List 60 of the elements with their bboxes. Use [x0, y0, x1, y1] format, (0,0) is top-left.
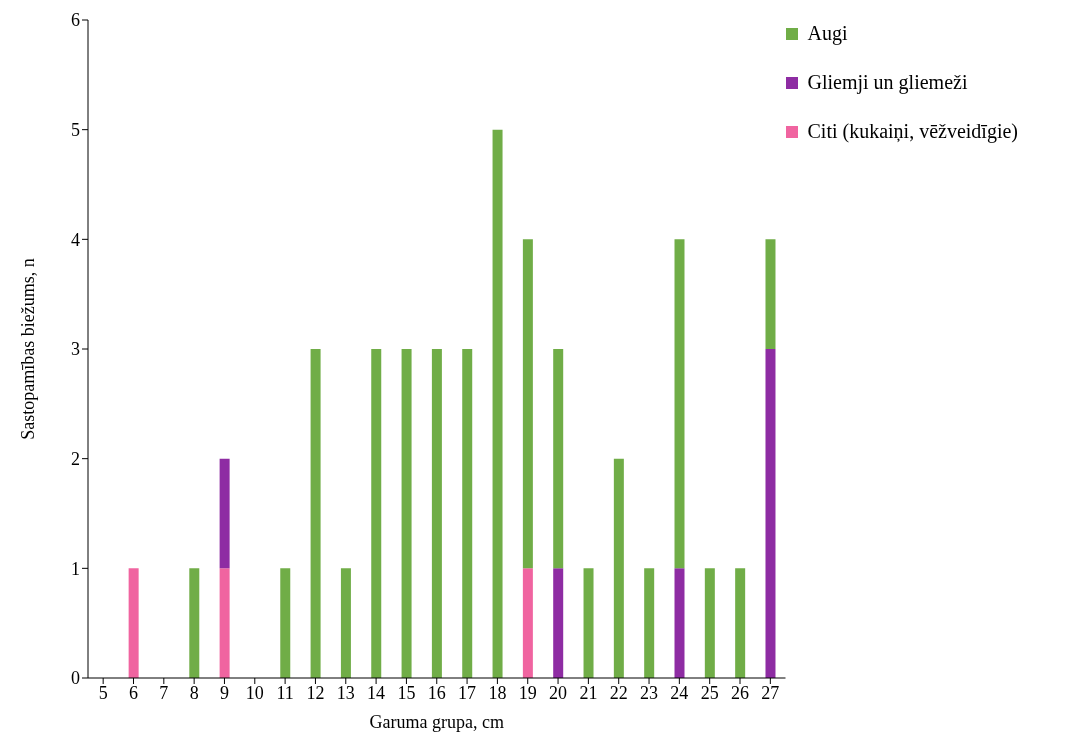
x-tick-label: 8	[189, 682, 199, 703]
x-tick-label: 24	[670, 682, 689, 703]
bar	[522, 568, 533, 678]
y-axis-title: Sastopamības biežums, n	[18, 258, 39, 440]
bar	[613, 458, 624, 678]
x-tick-label: 21	[579, 682, 598, 703]
bar	[674, 568, 685, 678]
x-tick-label: 18	[488, 682, 507, 703]
bar	[371, 349, 382, 678]
x-tick-label: 14	[367, 682, 386, 703]
bar	[492, 129, 503, 678]
x-tick-label: 26	[731, 682, 750, 703]
y-tick-label: 5	[71, 120, 80, 141]
bar	[644, 568, 655, 678]
x-tick-label: 22	[609, 682, 628, 703]
x-tick-label: 16	[427, 682, 446, 703]
y-tick-label: 2	[71, 449, 80, 470]
x-tick-label: 10	[245, 682, 264, 703]
y-tick-label: 3	[71, 339, 80, 360]
x-tick-label: 27	[761, 682, 780, 703]
y-tick-label: 6	[71, 10, 80, 31]
y-tick-label: 0	[71, 668, 80, 689]
x-tick-label: 19	[518, 682, 537, 703]
bar	[219, 568, 230, 678]
legend-label: Citi (kukaiņi, vēžveidīgie)	[807, 120, 1018, 143]
x-tick-label: 23	[640, 682, 659, 703]
bar	[128, 568, 139, 678]
bar	[765, 239, 776, 349]
y-tick-label: 1	[71, 558, 80, 579]
x-tick-label: 20	[549, 682, 568, 703]
x-tick-label: 9	[219, 682, 229, 703]
x-tick-label: 7	[159, 682, 169, 703]
bar	[310, 349, 321, 678]
bar	[704, 568, 715, 678]
bar	[674, 239, 685, 569]
x-tick-label: 25	[700, 682, 719, 703]
x-tick-label: 6	[128, 682, 138, 703]
bar	[401, 349, 412, 678]
x-tick-label: 13	[336, 682, 355, 703]
bar	[583, 568, 594, 678]
x-axis-title: Garuma grupa, cm	[369, 712, 504, 732]
bar	[765, 349, 776, 678]
bar	[735, 568, 746, 678]
bar	[189, 568, 200, 678]
bar	[431, 349, 442, 678]
bar	[553, 568, 564, 678]
x-tick-label: 11	[276, 682, 294, 703]
bar	[553, 349, 564, 569]
bar	[280, 568, 291, 678]
bar	[219, 458, 230, 569]
bar	[340, 568, 351, 678]
x-tick-label: 12	[306, 682, 325, 703]
x-tick-label: 15	[397, 682, 416, 703]
legend-label: Augi	[807, 22, 848, 45]
x-tick-label: 5	[98, 682, 108, 703]
bar	[462, 349, 473, 678]
legend-label: Gliemji un gliemeži	[807, 71, 968, 94]
bar	[522, 239, 533, 569]
y-tick-label: 4	[71, 229, 80, 250]
x-tick-label: 17	[458, 682, 477, 703]
